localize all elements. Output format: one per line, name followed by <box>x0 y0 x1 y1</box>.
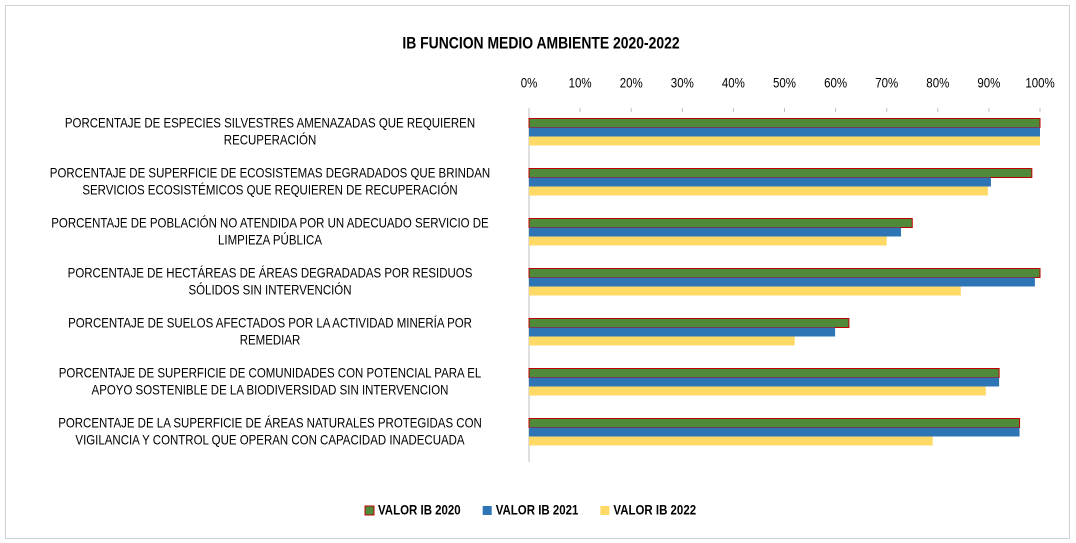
x-tick-label: 10% <box>569 75 592 91</box>
x-tick-label: 20% <box>620 75 643 91</box>
bar <box>529 127 1040 137</box>
x-tick-label: 90% <box>977 75 1000 91</box>
x-tick-label: 0% <box>521 75 538 91</box>
y-tick-label: SERVICIOS ECOSISTÉMICOS QUE REQUIEREN DE… <box>82 182 457 198</box>
bar <box>529 336 795 346</box>
x-tick-label: 50% <box>773 75 796 91</box>
y-tick-label: SÓLIDOS SIN INTERVENCIÓN <box>188 282 351 298</box>
bar <box>528 118 1041 128</box>
x-tick-label: 100% <box>1025 75 1054 91</box>
bar <box>529 236 887 246</box>
bar <box>529 177 991 187</box>
bar <box>529 227 902 237</box>
x-tick-label: 60% <box>824 75 847 91</box>
bar <box>528 268 1041 278</box>
legend-label: VALOR IB 2020 <box>378 502 461 518</box>
y-tick-label: PORCENTAJE DE SUPERFICIE DE ECOSISTEMAS … <box>50 165 490 181</box>
legend-label: VALOR IB 2022 <box>613 502 696 518</box>
x-tick-label: 40% <box>722 75 745 91</box>
bar <box>529 186 988 196</box>
y-tick-label: PORCENTAJE DE SUPERFICIE DE COMUNIDADES … <box>59 365 482 381</box>
y-tick-label: VIGILANCIA Y CONTROL QUE OPERAN CON CAPA… <box>75 432 465 448</box>
legend-swatch <box>364 505 375 516</box>
y-tick-label: PORCENTAJE DE POBLACIÓN NO ATENDIDA POR … <box>51 215 488 231</box>
y-tick-label: RECUPERACIÓN <box>224 132 316 148</box>
x-tick-label: 80% <box>926 75 949 91</box>
x-tick-label: 70% <box>875 75 898 91</box>
legend-swatch <box>482 506 492 515</box>
legend-label: VALOR IB 2021 <box>496 502 579 518</box>
chart-title: IB FUNCION MEDIO AMBIENTE 2020-2022 <box>402 34 680 53</box>
bar <box>528 318 850 328</box>
y-tick-label: REMEDIAR <box>240 332 301 348</box>
legend-swatch <box>600 506 610 515</box>
bar <box>529 277 1035 287</box>
y-tick-label: PORCENTAJE DE LA SUPERFICIE DE ÁREAS NAT… <box>58 415 482 431</box>
bar <box>529 377 1000 387</box>
y-tick-label: LIMPIEZA PÚBLICA <box>218 232 322 248</box>
bar <box>529 327 836 337</box>
bar <box>529 286 961 296</box>
bar <box>528 168 1033 178</box>
bar <box>529 436 933 446</box>
y-tick-label: APOYO SOSTENIBLE DE LA BIODIVERSIDAD SIN… <box>92 382 449 398</box>
bar <box>528 218 913 228</box>
bar <box>529 427 1020 437</box>
x-tick-label: 30% <box>671 75 694 91</box>
bar <box>529 136 1040 146</box>
bar <box>528 418 1021 428</box>
bar <box>528 368 1000 378</box>
bar <box>529 386 986 396</box>
y-tick-label: PORCENTAJE DE SUELOS AFECTADOS POR LA AC… <box>68 315 472 331</box>
y-tick-label: PORCENTAJE DE ESPECIES SILVESTRES AMENAZ… <box>65 115 475 131</box>
y-tick-label: PORCENTAJE DE HECTÁREAS DE ÁREAS DEGRADA… <box>68 265 473 281</box>
